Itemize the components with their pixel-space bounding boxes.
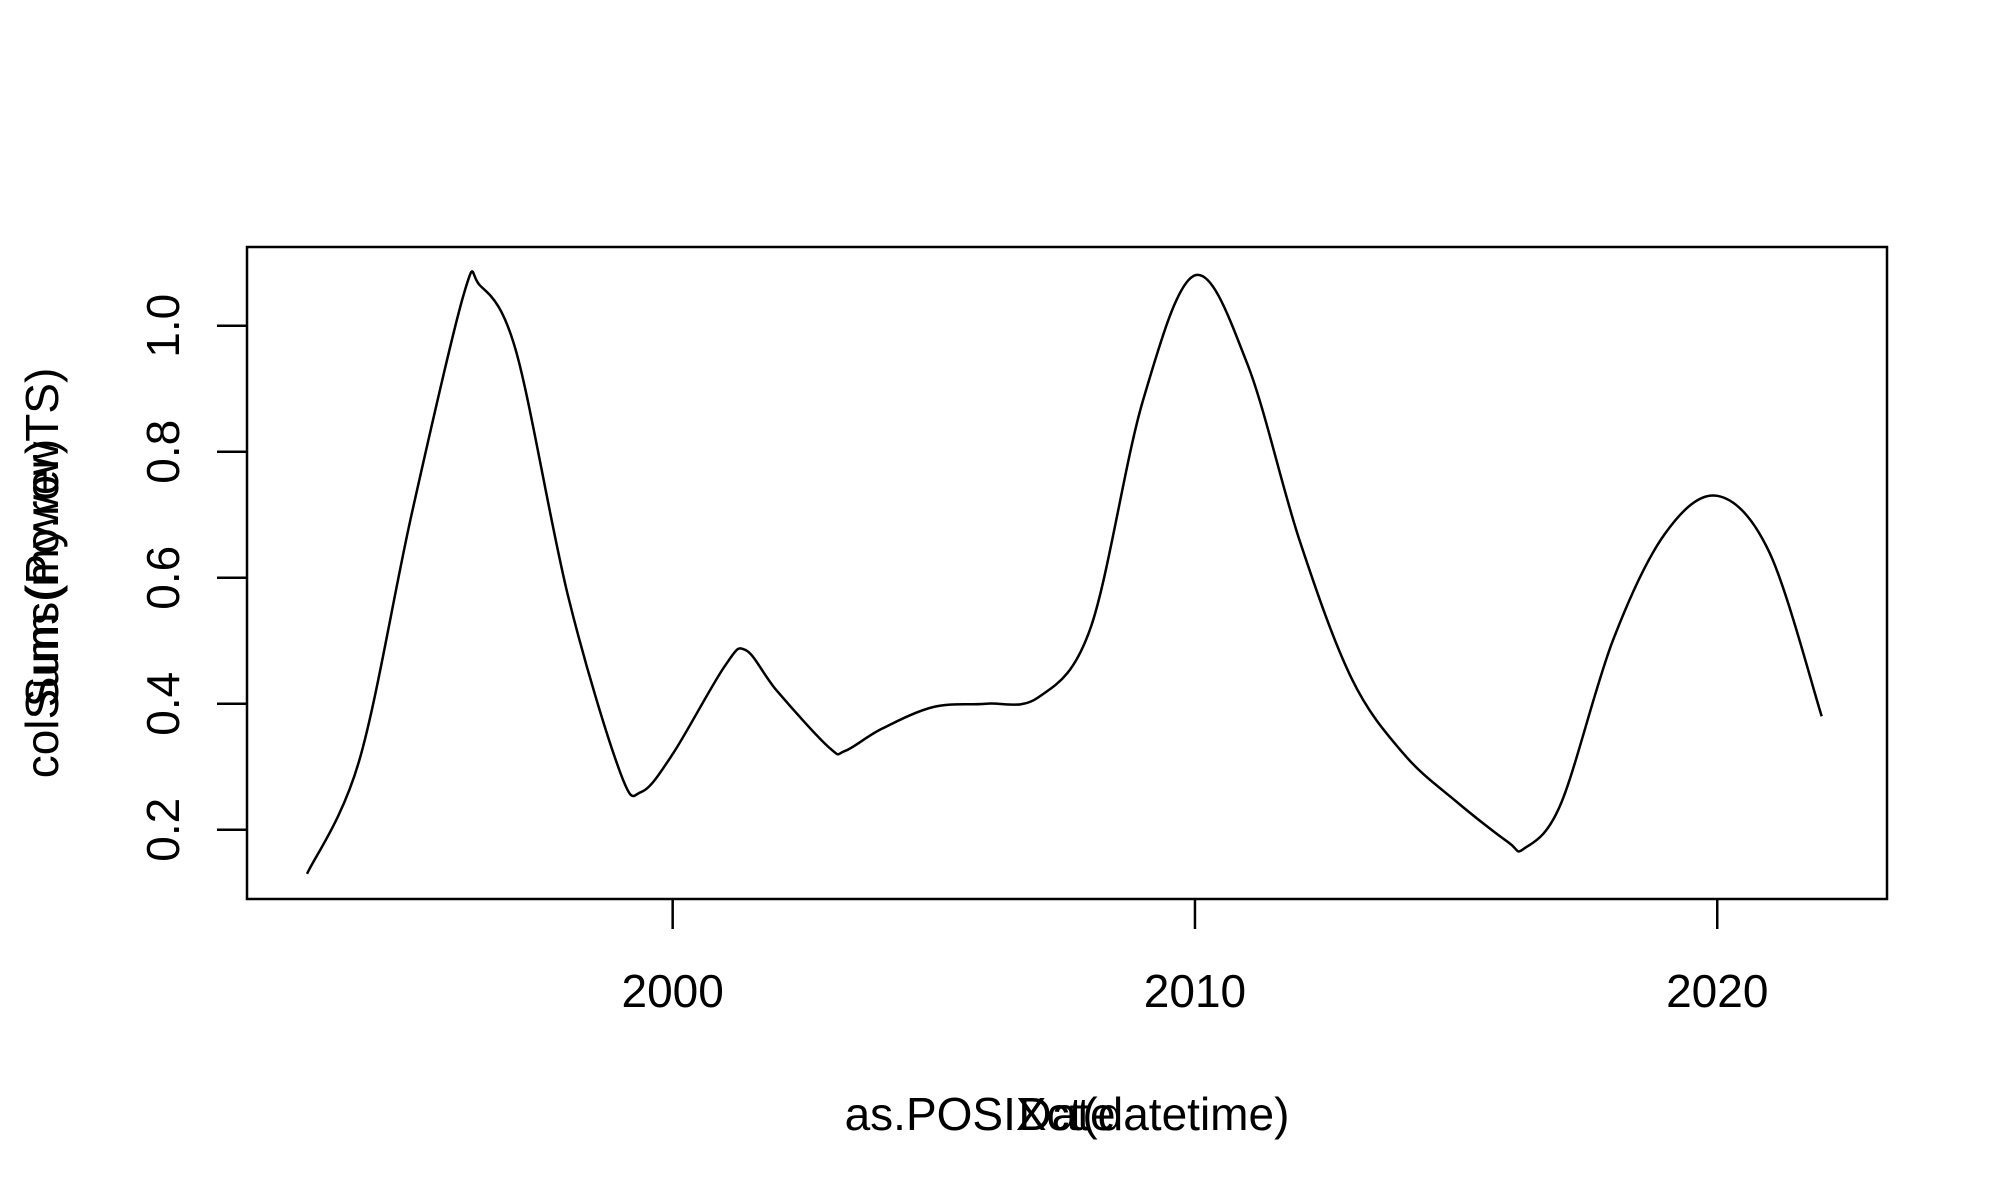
- x-axis-title-text: as.POSIXct(datetime): [845, 1088, 1290, 1140]
- y-tick-label: 1.0: [137, 294, 189, 358]
- y-axis-title-text: colSums(my.rowTS): [16, 368, 68, 779]
- y-tick-label: 0.4: [137, 672, 189, 736]
- y-axis-title-text: Sum (Power): [16, 439, 68, 707]
- data-line: [305, 270, 1823, 875]
- x-axis: 2000 2010 2020: [621, 899, 1768, 1017]
- y-tick-label: 0.2: [137, 798, 189, 862]
- x-axis-title: as.POSIXct(datetime)Date: [845, 1088, 1290, 1140]
- y-axis: 0.2 0.4 0.6 0.8 1.0: [137, 294, 247, 862]
- plot-frame: [245, 245, 1889, 901]
- x-tick-label: 2020: [1666, 965, 1768, 1017]
- x-tick-label: 2000: [621, 965, 723, 1017]
- y-axis-title: colSums(my.rowTS)Sum (Power): [16, 368, 68, 779]
- x-tick-label: 2010: [1144, 965, 1246, 1017]
- y-tick-label: 0.8: [137, 420, 189, 484]
- y-tick-label: 0.6: [137, 546, 189, 610]
- x-axis-title-text: Date: [1018, 1088, 1115, 1140]
